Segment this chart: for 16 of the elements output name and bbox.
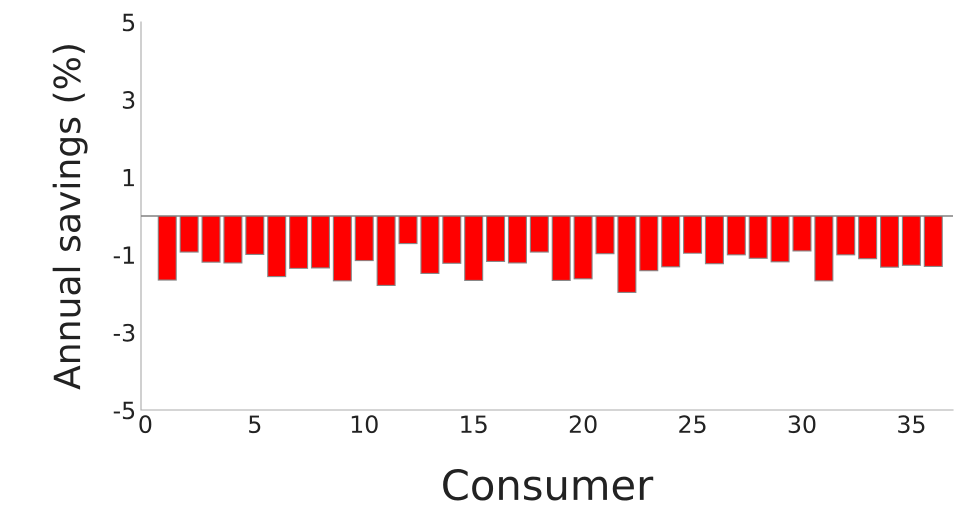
x-tick-label: 15 — [461, 416, 487, 434]
x-tick-label: 30 — [788, 415, 816, 434]
x-tick-label: 5 — [249, 416, 260, 434]
y-tick-label: -1 — [114, 246, 134, 264]
y-tick-label: 5 — [122, 14, 134, 32]
y-tick-label: 3 — [122, 91, 134, 109]
y-tick-label: -3 — [114, 324, 134, 342]
x-axis-title: Consumer — [443, 469, 654, 501]
y-axis-title: Annual savings (%) — [52, 45, 88, 390]
x-tick-label: 35 — [898, 415, 924, 434]
x-tick-label: 25 — [679, 415, 706, 434]
x-tick-label: 0 — [139, 415, 152, 434]
y-tick-label: 1 — [124, 168, 134, 186]
y-tick-label: -5 — [114, 402, 134, 420]
x-tick-label: 20 — [570, 415, 597, 434]
x-tick-label: 10 — [352, 415, 378, 434]
